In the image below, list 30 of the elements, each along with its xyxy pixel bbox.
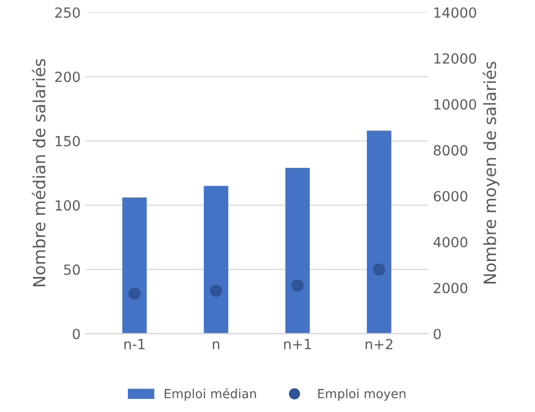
y2-tick-label: 4000: [434, 236, 468, 248]
y-tick-label: 100: [56, 200, 80, 211]
y2-tick-label: 8000: [434, 145, 468, 156]
x-tick-label: n: [212, 341, 220, 350]
point: [373, 263, 386, 276]
x-tick-label: n+1: [284, 339, 311, 350]
y2-tick-label: 6000: [434, 190, 468, 202]
x-tick-label: n-1: [124, 339, 145, 350]
y2-tick-label: 2000: [434, 282, 468, 294]
y-tick-label: 50: [64, 264, 80, 275]
bar: [122, 197, 147, 334]
x-tick-label: n+2: [366, 338, 392, 350]
y-axis-title: Nombre médian de salariés: [32, 59, 46, 286]
legend-label: Emploi moyen: [318, 388, 406, 401]
bar: [285, 168, 310, 334]
y2-tick-label: 0: [434, 328, 441, 340]
y-tick-label: 0: [72, 328, 80, 340]
y-tick-label: 200: [55, 72, 80, 82]
y2-axis-title: Nombre moyen de salariés: [482, 62, 500, 284]
y2-tick-label: 12000: [434, 53, 476, 64]
bar: [366, 130, 392, 334]
point: [128, 287, 141, 300]
y2-tick-label: 10000: [434, 99, 476, 110]
y-tick-label: 250: [55, 7, 80, 18]
bar: [204, 186, 228, 334]
point: [210, 284, 222, 297]
y2-tick-label: 14000: [434, 7, 476, 18]
legend-label: Emploi médian: [164, 388, 256, 401]
point: [291, 279, 304, 292]
y-tick-label: 150: [56, 136, 80, 146]
